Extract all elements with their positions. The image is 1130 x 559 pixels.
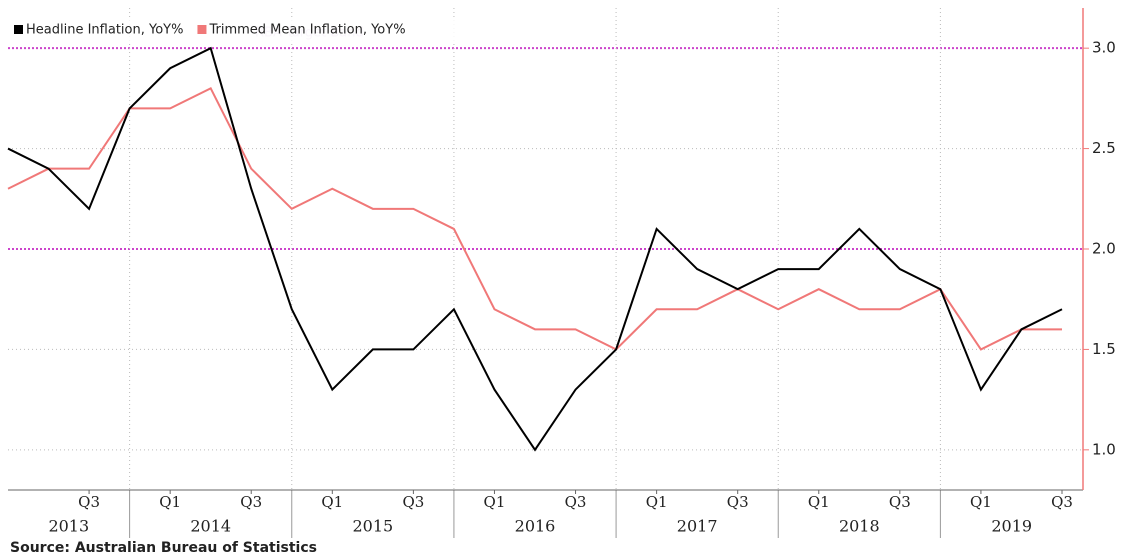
legend: Headline Inflation, YoY% Trimmed Mean Inf… <box>10 18 480 44</box>
year-label: 2013 <box>48 517 89 536</box>
x-tick-label: Q3 <box>565 493 587 511</box>
x-tick-label: Q1 <box>484 493 506 511</box>
y-tick-label: 2.0 <box>1092 240 1116 258</box>
x-tick-label: Q3 <box>1051 493 1073 511</box>
x-tick-label: Q3 <box>402 493 424 511</box>
y-tick-label: 3.0 <box>1092 39 1116 57</box>
year-label: 2019 <box>991 517 1032 536</box>
x-tick-label: Q3 <box>78 493 100 511</box>
series-line <box>7 86 1062 351</box>
y-tick-label: 1.5 <box>1092 340 1116 358</box>
x-tick-label: Q1 <box>321 493 343 511</box>
legend-swatch <box>14 25 23 34</box>
x-tick-label: Q1 <box>646 493 668 511</box>
y-tick-label: 2.5 <box>1092 139 1116 157</box>
x-tick-label: Q1 <box>808 493 830 511</box>
year-label: 2014 <box>190 517 231 536</box>
legend-label: Headline Inflation, YoY% <box>26 23 183 38</box>
x-tick-label: Q1 <box>970 493 992 511</box>
year-label: 2017 <box>677 517 718 536</box>
source: Source: Australian Bureau of Statistics <box>10 540 317 556</box>
x-tick-label: Q3 <box>727 493 749 511</box>
year-label: 2018 <box>839 517 880 536</box>
x-tick-label: Q1 <box>159 493 181 511</box>
year-label: 2015 <box>352 517 393 536</box>
legend-label: Trimmed Mean Inflation, YoY% <box>208 23 405 38</box>
year-label: 2016 <box>515 517 556 536</box>
series-line <box>7 46 1063 452</box>
x-tick-label: Q3 <box>240 493 262 511</box>
y-tick-label: 1.0 <box>1092 440 1116 458</box>
legend-swatch <box>197 25 207 34</box>
x-tick-label: Q3 <box>889 493 911 511</box>
legend-bg <box>10 18 480 44</box>
